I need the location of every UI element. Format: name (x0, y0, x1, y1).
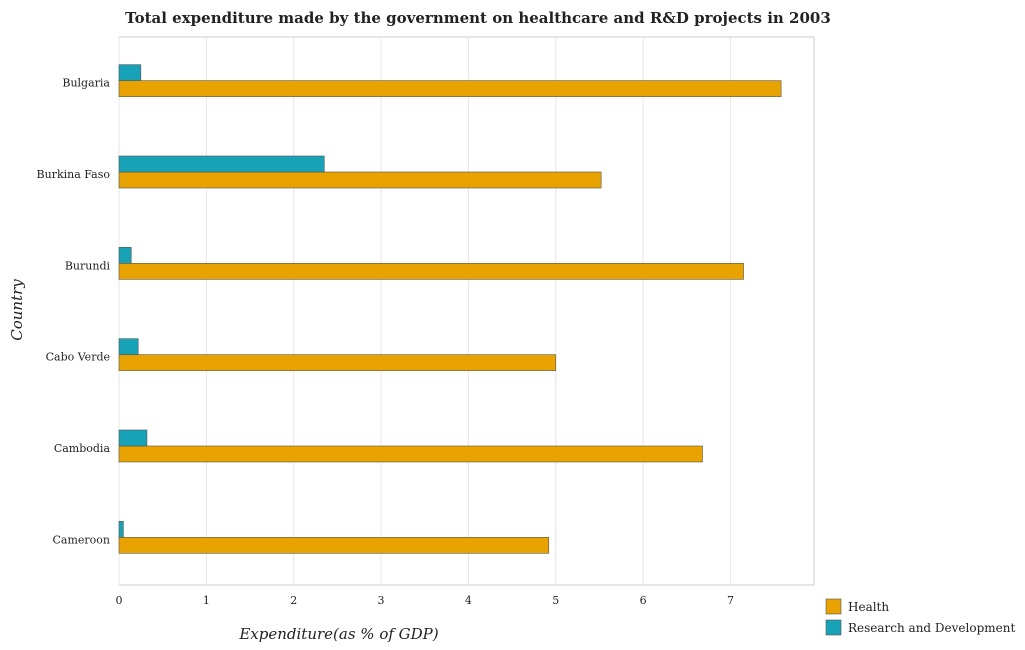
y-tick-label: Burkina Faso (37, 168, 111, 181)
x-tick-label: 0 (116, 594, 123, 607)
bars (118, 64, 782, 554)
y-tick-label: Cameroon (52, 533, 110, 546)
x-tick-label: 3 (378, 594, 385, 607)
y-tick-label: Cabo Verde (46, 351, 110, 364)
bar-health (118, 354, 557, 371)
x-tick-label: 6 (640, 594, 647, 607)
legend-label: Health (848, 600, 889, 614)
x-tick-label: 2 (290, 594, 297, 607)
plot-area (118, 36, 815, 586)
legend-label: Research and Development (848, 621, 1015, 635)
legend-swatch (825, 619, 842, 636)
x-tick-labels: 0 1 2 3 4 5 6 7 (116, 594, 734, 607)
y-tick-labels: Bulgaria Burkina Faso Burundi Cabo Verde Cam… (37, 77, 111, 547)
x-tick-label: 7 (727, 594, 734, 607)
bar-health (118, 80, 782, 97)
legend-swatch (825, 598, 842, 615)
y-tick-label: Bulgaria (62, 77, 110, 90)
x-tick-label: 5 (552, 594, 559, 607)
x-tick-label: 1 (203, 594, 210, 607)
y-tick-label: Burundi (65, 259, 111, 272)
legend: Health Research and Development (825, 598, 1015, 636)
bar-research-and-development (118, 247, 132, 264)
bar-health (118, 537, 550, 554)
gridlines (118, 37, 731, 585)
bar-health (118, 171, 602, 189)
bar-research-and-development (118, 64, 142, 81)
bar-research-and-development (118, 155, 325, 173)
bar-research-and-development (118, 338, 139, 355)
bar-research-and-development (118, 521, 124, 538)
y-axis-title: Country (8, 279, 26, 341)
x-tick-label: 4 (465, 594, 472, 607)
bar-research-and-development (118, 429, 148, 447)
chart-title: Total expenditure made by the government… (125, 9, 831, 27)
bar-health (118, 263, 744, 280)
y-tick-label: Cambodia (54, 442, 111, 455)
bar-health (118, 445, 703, 463)
x-axis-title: Expenditure(as % of GDP) (238, 625, 438, 643)
